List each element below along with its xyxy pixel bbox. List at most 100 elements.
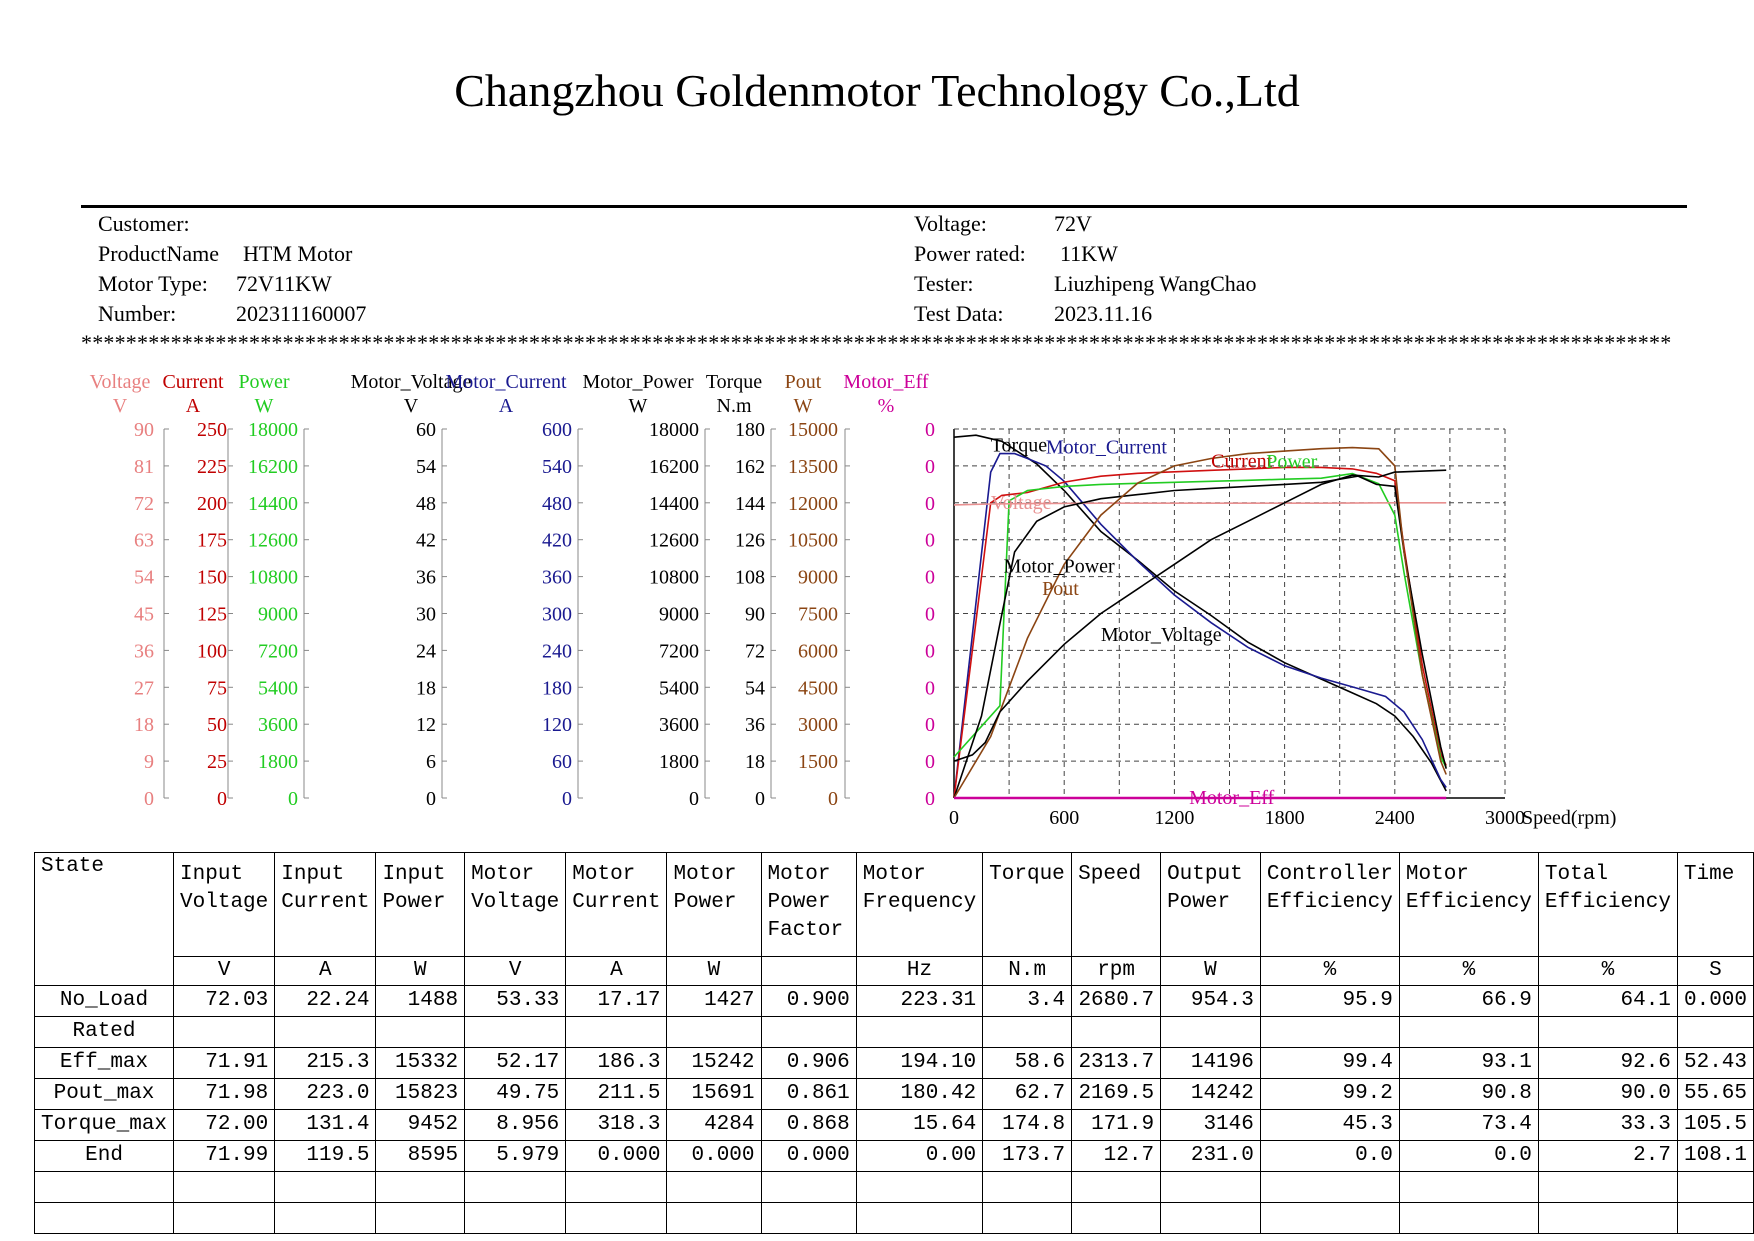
axis-tick-label: 36 [416,567,436,589]
info-number: Number: 202311160007 [98,301,366,327]
value-cell: 223.0 [274,1078,377,1110]
column-header: Motor Voltage [464,852,567,957]
axis-tick-label: 250 [197,419,227,441]
axis-unit-power: W [255,395,274,417]
axis-unit-motor-eff: % [878,395,895,417]
value-cell: 2.7 [1537,1140,1678,1172]
value-cell [1259,1202,1400,1234]
axis-tick-label: 6 [426,751,436,773]
axis-tick-label: 0 [925,456,935,478]
value-cell: 92.6 [1537,1047,1678,1079]
axis-tick-label: 10800 [248,567,298,589]
axis-tick-label: 60 [416,419,436,441]
value-cell: 15332 [375,1047,466,1079]
series-torque [953,434,1447,792]
info-label: Motor Type: [98,271,208,296]
axis-tick-label: 420 [542,530,572,552]
value-cell [760,1171,857,1203]
value-cell: 1427 [666,985,762,1017]
value-cell: 12.7 [1071,1140,1162,1172]
axis-tick-label: 63 [134,530,154,552]
value-cell: 171.9 [1071,1109,1162,1141]
value-cell [565,1202,668,1234]
table-row: Eff_max 71.91 215.3 15332 52.17 186.3 15242 0.9… [33,1047,1754,1079]
value-cell: 119.5 [274,1140,377,1172]
state-cell [33,1202,175,1234]
axis-tick-label: 0 [144,788,154,810]
state-cell: Pout_max [33,1078,175,1110]
axis-tick-label: 0 [925,493,935,515]
value-cell: 99.2 [1259,1078,1400,1110]
value-cell [1676,1171,1754,1203]
axis-tick-label: 108 [735,567,765,589]
column-header: Total Efficiency [1537,852,1678,957]
value-cell [982,1016,1073,1048]
table-row: End 71.99 119.5 8595 5.979 0.000 0.000 0.000 0.0… [33,1140,1754,1172]
axis-tick-label: 162 [735,456,765,478]
series-label-motor-voltage: Motor_Voltage [1101,624,1222,646]
value-cell [760,1202,857,1234]
value-cell: 0.000 [666,1140,762,1172]
value-cell: 55.65 [1676,1078,1754,1110]
info-power-rated: Power rated: 11KW [914,241,1118,267]
value-cell: 58.6 [982,1047,1073,1079]
axis-tick-label: 7500 [798,604,838,626]
value-cell [1676,1016,1754,1048]
series-label-torque: Torque [991,434,1047,456]
value-cell: 71.91 [173,1047,276,1079]
axis-unit-motor-voltage: V [404,395,419,417]
axis-tick-label: 90 [134,419,154,441]
axis-tick-label: 480 [542,493,572,515]
value-cell: 3146 [1160,1109,1261,1141]
axis-tick-label: 42 [416,530,436,552]
axis-tick-label: 48 [416,493,436,515]
axis-tick-label: 12600 [248,530,298,552]
info-label: Test Data: [914,301,1004,326]
info-label: Tester: [914,271,974,296]
value-cell: 173.7 [982,1140,1073,1172]
axis-tick-label: 14400 [248,493,298,515]
axis-tick-label: 90 [745,604,765,626]
axis-unit-torque: N.m [717,395,752,417]
value-cell: 53.33 [464,985,567,1017]
axis-unit-pout: W [794,395,813,417]
value-cell: 0.000 [760,1140,857,1172]
axis-title-torque: Torque [706,371,762,393]
info-tester: Tester: Liuzhipeng WangChao [914,271,1257,297]
axis-tick-label: 9000 [659,604,699,626]
value-cell: 3.4 [982,985,1073,1017]
axis-tick-label: 120 [542,714,572,736]
axis-tick-label: 72 [745,640,765,662]
info-value: Liuzhipeng WangChao [1054,271,1257,296]
axis-tick-label: 0 [925,419,935,441]
value-cell [375,1202,466,1234]
axis-tick-label: 50 [207,714,227,736]
value-cell [274,1202,377,1234]
value-cell: 15823 [375,1078,466,1110]
value-cell [173,1202,276,1234]
value-cell [666,1016,762,1048]
value-cell [1398,1171,1539,1203]
axis-tick-label: 0 [689,788,699,810]
axis-tick-label: 9 [144,751,154,773]
value-cell: 174.8 [982,1109,1073,1141]
value-cell: 180.42 [855,1078,984,1110]
value-cell: 99.4 [1259,1047,1400,1079]
state-cell: Eff_max [33,1047,175,1079]
axis-tick-label: 14400 [649,493,699,515]
value-cell: 5.979 [464,1140,567,1172]
value-cell: 2680.7 [1071,985,1162,1017]
value-cell [464,1171,567,1203]
column-header: Input Current [274,852,377,957]
axis-tick-label: 100 [197,640,227,662]
axis-tick-label: 54 [745,677,765,699]
info-value: 72V11KW [236,271,332,296]
value-cell [1071,1171,1162,1203]
value-cell: 14242 [1160,1078,1261,1110]
value-cell: 2169.5 [1071,1078,1162,1110]
value-cell: 1488 [375,985,466,1017]
unit-cell: N.m [982,956,1073,986]
value-cell [173,1016,276,1048]
axis-tick-label: 0 [755,788,765,810]
x-tick-label: 1800 [1265,807,1305,829]
